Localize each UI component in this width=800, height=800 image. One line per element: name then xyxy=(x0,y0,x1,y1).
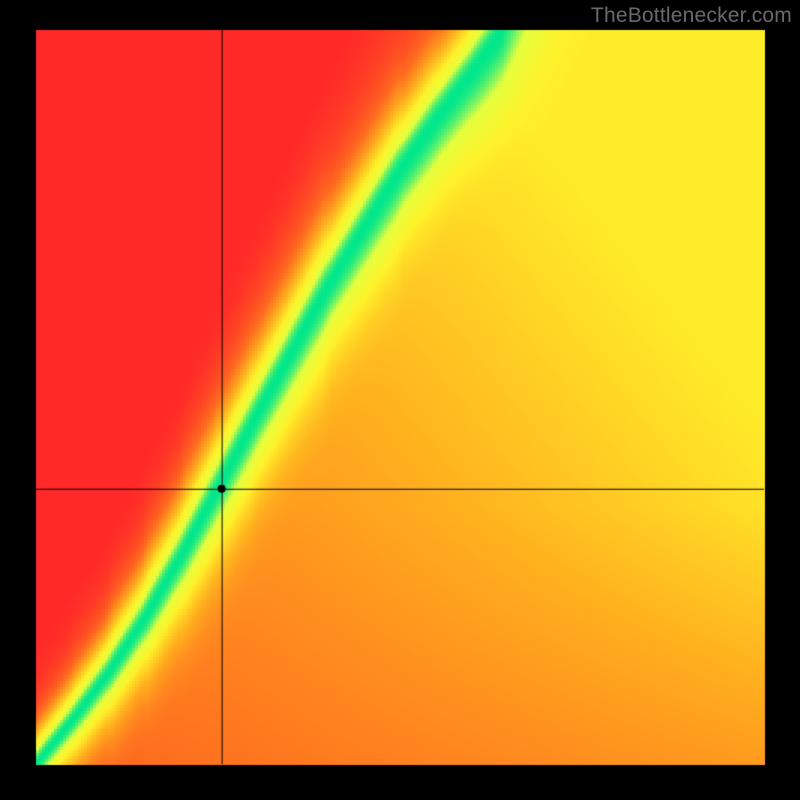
heatmap-canvas xyxy=(0,0,800,800)
chart-container: TheBottlenecker.com xyxy=(0,0,800,800)
watermark-text: TheBottlenecker.com xyxy=(591,4,792,28)
